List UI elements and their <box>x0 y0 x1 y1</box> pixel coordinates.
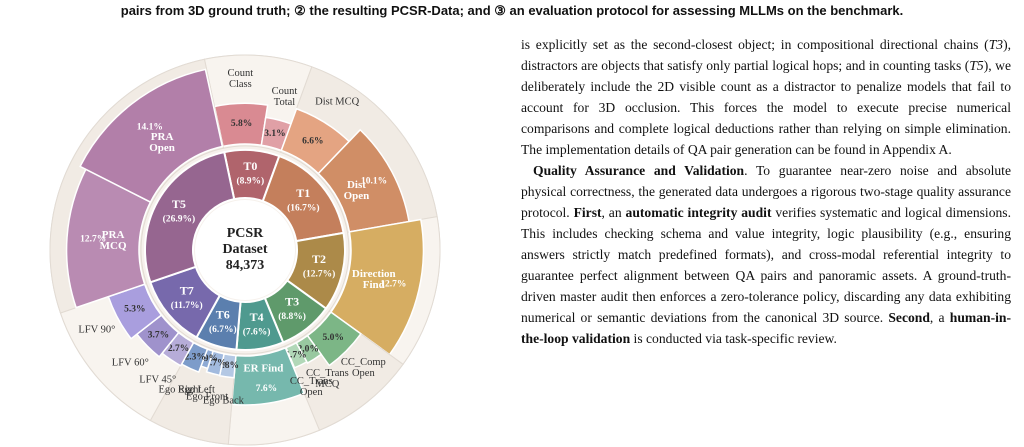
outer-value-label: 0.9% <box>197 354 218 364</box>
outer-value-label: 2.0% <box>298 344 319 354</box>
paragraph: is explicitly set as the second-closest … <box>521 34 1011 160</box>
text-run: is explicitly set as the second-closest … <box>521 37 989 52</box>
outer-label: Dist Open <box>343 178 370 202</box>
center-label: PCSR <box>227 226 264 241</box>
outer-value-label: 10.1% <box>361 176 387 186</box>
outer-segment <box>79 68 224 204</box>
outer-value-label: 1.7% <box>285 350 306 360</box>
text-run: T3 <box>988 37 1004 52</box>
outer-label: CC_Trans MCQ <box>305 368 349 391</box>
outer-value-label: 1.8% <box>218 361 239 371</box>
outer-label: LFV 60° <box>111 357 149 369</box>
outer-value-label: 1.7% <box>205 358 226 368</box>
inner-value-label: (12.7%) <box>303 268 335 279</box>
inner-label: T5 <box>172 197 186 211</box>
text-run: , an <box>601 205 626 220</box>
inner-value-label: (8.8%) <box>278 311 306 322</box>
text-run: automatic integrity audit <box>625 205 772 220</box>
outer-value-label: 12.7% <box>80 235 106 245</box>
outer-label: LFV 90° <box>78 324 116 336</box>
inner-value-label: (8.9%) <box>236 175 264 186</box>
text-run: , a <box>929 310 950 325</box>
text-run: Quality Assurance and Validation <box>533 163 745 178</box>
outer-label: Ego Front <box>185 391 229 403</box>
outer-label: CC_Comp Open <box>340 356 386 379</box>
inner-value-label: (16.7%) <box>287 202 319 213</box>
text-run: T5 <box>969 58 984 73</box>
outer-value-label: 6.6% <box>302 136 323 146</box>
text-run: human-in-the-loop validation <box>521 310 1011 346</box>
outer-value-label: 12.7% <box>380 279 406 289</box>
text-run: ), we deliberately include the 2D visibl… <box>521 58 1011 157</box>
inner-label: T1 <box>296 186 310 200</box>
outer-label: ER Find <box>243 362 284 375</box>
outer-label: PRA Open <box>149 130 175 154</box>
inner-value-label: (6.7%) <box>209 324 237 335</box>
center-label: 84,373 <box>226 258 265 273</box>
inner-label: T4 <box>250 310 264 324</box>
outer-value-label: 5.0% <box>323 333 344 343</box>
outer-label: Count Total <box>271 85 298 108</box>
sunburst-chart: T0 (8.9%) 5.8% 3.1% T1 (16.7%) 6.6% 10.1% T2 (12.… <box>49 54 441 446</box>
outer-label: Direction Find <box>351 267 396 291</box>
body-text: is explicitly set as the second-closest … <box>521 34 1011 349</box>
outer-label: LFV 45° <box>139 374 177 386</box>
inner-segment <box>144 150 236 284</box>
outer-value-label: 2.7% <box>168 344 189 354</box>
outer-label: Dist MCQ <box>315 96 360 108</box>
outer-value-label: 3.7% <box>148 330 169 340</box>
text-run: Second <box>888 310 930 325</box>
center-hole <box>195 200 295 300</box>
outer-label: Ego Left <box>177 384 215 396</box>
text-run: First <box>573 205 602 220</box>
outer-value-label: 7.6% <box>256 384 277 394</box>
text-run: is conducted via task-specific review. <box>630 331 837 346</box>
outer-label: Count Class <box>227 68 254 91</box>
inner-label: T0 <box>243 159 257 173</box>
text-run: . To guarantee near-zero noise and absol… <box>521 163 1011 220</box>
inner-value-label: (11.7%) <box>171 300 203 311</box>
inner-label: T2 <box>312 252 326 266</box>
outer-label: Ego Right <box>158 384 202 396</box>
outer-value-label: 3.1% <box>264 129 285 139</box>
outer-value-label: 14.1% <box>137 122 163 132</box>
figure-caption: pairs from 3D ground truth; ② the result… <box>120 3 904 18</box>
outer-label: CC_Trans Open <box>289 375 333 398</box>
inner-label: T6 <box>216 307 230 321</box>
outer-value-label: 5.8% <box>231 119 252 129</box>
inner-label: T3 <box>285 294 299 308</box>
inner-label: T7 <box>180 284 194 298</box>
outer-value-label: 5.3% <box>124 305 145 315</box>
center-label: Dataset <box>222 242 267 257</box>
inner-value-label: (26.9%) <box>163 214 195 225</box>
paragraph: Quality Assurance and Validation. To gua… <box>521 160 1011 349</box>
inner-value-label: (7.6%) <box>243 326 271 337</box>
outer-value-label: 2.3% <box>185 352 206 362</box>
outer-label: PRA MCQ <box>99 228 127 252</box>
text-run: verifies systematic and logical dimensio… <box>521 205 1011 325</box>
text-run: ), distractors are objects that satisfy … <box>521 37 1011 73</box>
outer-label: Ego Back <box>202 395 244 407</box>
